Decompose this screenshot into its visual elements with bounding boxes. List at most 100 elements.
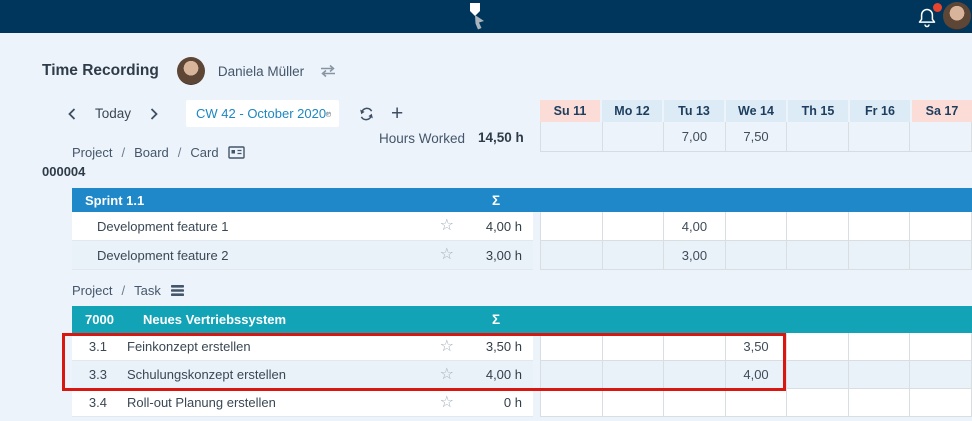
day-cell[interactable] [541, 389, 603, 416]
favorite-star-icon[interactable]: ☆ [439, 365, 454, 383]
task-title: Roll-out Planung erstellen [127, 395, 276, 410]
previous-week-button[interactable] [64, 107, 80, 121]
row-sum: 4,00 h [485, 218, 522, 234]
day-cell[interactable] [787, 212, 849, 240]
row-sum: 3,50 h [485, 339, 522, 354]
day-cell[interactable]: 4,00 [664, 212, 726, 240]
day-cell[interactable] [603, 361, 665, 388]
day-cell[interactable] [664, 389, 726, 416]
week-picker[interactable]: CW 42 - October 2020 [186, 100, 340, 127]
task-row[interactable]: 3.3 Schulungskonzept erstellen ☆ 4,00 h … [72, 361, 972, 389]
favorite-star-icon[interactable]: ☆ [439, 246, 454, 263]
day-cell[interactable] [726, 212, 788, 240]
top-navigation-bar [0, 0, 972, 33]
breadcrumb-item-card[interactable]: Card [190, 145, 219, 160]
day-cell: 7,50 [726, 122, 788, 151]
sum-column-header: Σ [492, 312, 501, 327]
day-cell[interactable] [849, 389, 911, 416]
breadcrumb-item-board[interactable]: Board [134, 145, 169, 160]
breadcrumb-item-task[interactable]: Task [134, 283, 161, 298]
refresh-button[interactable] [358, 106, 375, 122]
board-title: Sprint 1.1 [85, 192, 145, 208]
day-cell[interactable] [849, 212, 911, 240]
board-table-header[interactable]: Sprint 1.1 Σ [72, 188, 972, 212]
swap-user-icon[interactable] [319, 64, 337, 78]
notification-badge [933, 3, 942, 12]
next-week-button[interactable] [146, 107, 162, 121]
day-header-row: Su 11 Mo 12 Tu 13 We 14 Th 15 Fr 16 Sa 17 [540, 100, 972, 122]
day-cell[interactable] [849, 361, 911, 388]
hours-worked-value: 14,50 h [478, 130, 524, 145]
day-cell[interactable] [910, 333, 972, 360]
notifications-button[interactable] [916, 3, 942, 29]
week-toolbar: Today CW 42 - October 2020 + [64, 100, 403, 127]
hours-worked-label: Hours Worked [378, 131, 465, 146]
employee-avatar [176, 57, 205, 85]
task-title: Schulungskonzept erstellen [127, 367, 286, 382]
day-cell[interactable] [603, 389, 665, 416]
day-header: Fr 16 [850, 100, 910, 122]
day-cell[interactable] [726, 241, 788, 269]
card-title: Development feature 1 [97, 218, 229, 234]
add-entry-button[interactable]: + [391, 101, 404, 125]
day-cell[interactable] [603, 212, 665, 240]
day-cell[interactable] [910, 361, 972, 388]
day-cell[interactable] [849, 333, 911, 360]
day-cell[interactable]: 3,00 [664, 241, 726, 269]
favorite-star-icon[interactable]: ☆ [439, 217, 454, 234]
day-cell [849, 122, 911, 151]
task-table-header[interactable]: 7000 Neues Vertriebssystem Σ [72, 306, 972, 333]
favorite-star-icon[interactable]: ☆ [439, 393, 454, 411]
day-cell[interactable] [664, 333, 726, 360]
favorite-star-icon[interactable]: ☆ [439, 337, 454, 355]
board-table: Sprint 1.1 Σ Development feature 1 ☆ 4,0… [72, 188, 972, 270]
day-cell[interactable] [541, 333, 603, 360]
row-sum: 0 h [503, 395, 522, 410]
day-header: Su 11 [540, 100, 600, 122]
day-cell[interactable]: 4,00 [726, 361, 788, 388]
day-header: Sa 17 [912, 100, 972, 122]
project-title: Neues Vertriebssystem [143, 312, 287, 327]
row-sum: 4,00 h [485, 367, 522, 382]
day-cell[interactable] [910, 212, 972, 240]
chevron-left-icon [68, 107, 76, 120]
breadcrumb-item-project[interactable]: Project [72, 283, 113, 298]
day-cell[interactable]: 3,50 [726, 333, 788, 360]
task-row[interactable]: 3.1 Feinkonzept erstellen ☆ 3,50 h 3,50 [72, 333, 972, 361]
project-code: 7000 [85, 312, 114, 327]
day-cell[interactable] [541, 241, 603, 269]
day-cells [540, 389, 972, 417]
today-button[interactable]: Today [95, 106, 132, 121]
row-sum: 3,00 h [485, 247, 522, 263]
breadcrumb-item-project[interactable]: Project [72, 145, 113, 160]
day-cell: 7,00 [664, 122, 726, 151]
day-cell[interactable] [541, 212, 603, 240]
day-cell[interactable] [910, 241, 972, 269]
day-cells: 3,50 [540, 333, 972, 361]
cursor-icon [461, 2, 489, 31]
day-cell[interactable] [664, 361, 726, 388]
task-row[interactable]: 3.4 Roll-out Planung erstellen ☆ 0 h [72, 389, 972, 417]
day-cell[interactable] [541, 361, 603, 388]
card-row[interactable]: Development feature 1 ☆ 4,00 h 4,00 [72, 212, 972, 241]
day-cell [541, 122, 603, 151]
day-totals-row: 7,00 7,50 [540, 122, 972, 152]
card-row[interactable]: Development feature 2 ☆ 3,00 h 3,00 [72, 241, 972, 270]
breadcrumb-task: Project / Task [72, 283, 185, 298]
board-id: 000004 [42, 164, 86, 179]
day-cell[interactable] [849, 241, 911, 269]
day-cell[interactable] [787, 389, 849, 416]
day-cell[interactable] [603, 241, 665, 269]
user-avatar[interactable] [943, 2, 971, 30]
day-cell[interactable] [787, 361, 849, 388]
day-cell[interactable] [603, 333, 665, 360]
day-header: Tu 13 [664, 100, 724, 122]
day-cell[interactable] [787, 241, 849, 269]
day-cell[interactable] [787, 333, 849, 360]
task-list-icon [170, 285, 184, 296]
day-cell [603, 122, 665, 151]
day-cell[interactable] [910, 389, 972, 416]
day-cell[interactable] [726, 389, 788, 416]
breadcrumb-board: Project / Board / Card [72, 145, 245, 160]
task-number: 3.4 [88, 395, 107, 410]
